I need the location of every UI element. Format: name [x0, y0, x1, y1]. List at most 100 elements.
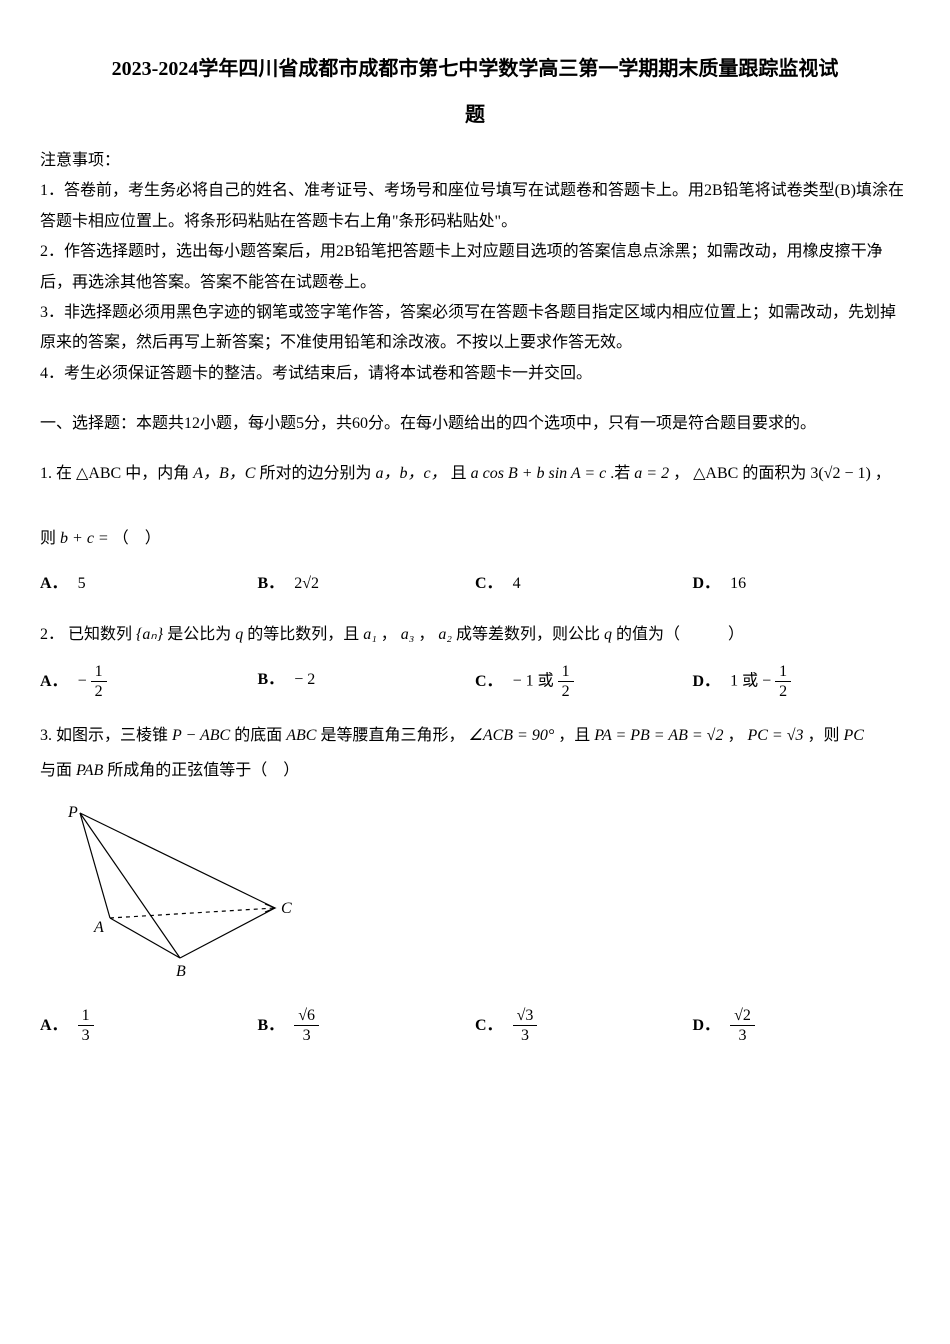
q1-opt-d-val: 16 — [730, 575, 746, 592]
q1-triangle: △ABC — [76, 465, 121, 482]
q2-a1: a₁ — [363, 626, 377, 643]
instruction-4: 4．考生必须保证答题卡的整洁。考试结束后，请将本试卷和答题卡一并交回。 — [40, 359, 910, 389]
question-1: 1. 在 △ABC 中，内角 A，B，C 所对的边分别为 a，b，c， 且 a … — [40, 456, 910, 602]
question-2: 2． 已知数列 {aₙ} 是公比为 q 的等比数列，且 a₁ ， a₃ ， a₂… — [40, 617, 910, 702]
q2-options: A． − 12 B． − 2 C． − 1 或 12 D． 1 或 − 12 — [40, 662, 910, 701]
instruction-2: 2．作答选择题时，选出每小题答案后，用2B铅笔把答题卡上对应题目选项的答案信息点… — [40, 237, 910, 298]
q3-pabc: P − ABC — [172, 727, 230, 744]
q1-eq3: b + c = — [60, 530, 109, 547]
option-label-a: A． — [40, 575, 68, 592]
q1-option-c: C． 4 — [475, 566, 693, 601]
q2-option-c: C． − 1 或 12 — [475, 662, 693, 701]
q3-c-num: √3 — [513, 1006, 538, 1026]
q1-mid1: 中，内角 — [125, 465, 189, 482]
q1-mid6: 的面积为 — [742, 465, 806, 482]
q1-prefix: 1. 在 — [40, 465, 72, 482]
q1-eq1: a cos B + b sin A = c — [471, 465, 607, 482]
q2-mid3: 成等差数列，则公比 — [456, 626, 604, 643]
q2-mid1: 是公比为 — [167, 626, 235, 643]
q3-mid5: ，则 — [807, 727, 839, 744]
q3-d-num: √2 — [730, 1006, 755, 1026]
q3-mid2: 是等腰直角三角形， — [320, 727, 464, 744]
q1-opt-c-val: 4 — [513, 575, 521, 592]
q3-a-num: 1 — [78, 1006, 94, 1026]
q2-c-pre: − 1 或 — [513, 673, 558, 690]
q3-angle: ∠ACB = 90° — [468, 727, 554, 744]
q3-option-a: A． 13 — [40, 1006, 258, 1045]
q3-b-den: 3 — [294, 1026, 319, 1045]
option-label-a: A． — [40, 1017, 68, 1034]
option-label-c: C． — [475, 1017, 503, 1034]
q3-a-den: 3 — [78, 1026, 94, 1045]
q3-eq1: PA = PB = AB = √2 — [594, 727, 723, 744]
q1-opt-a-val: 5 — [78, 575, 86, 592]
q1-line2-prefix: 则 — [40, 530, 56, 547]
option-label-d: D． — [693, 575, 721, 592]
option-label-d: D． — [693, 673, 721, 690]
q3-mid4: ， — [727, 727, 743, 744]
q1-text: 1. 在 △ABC 中，内角 A，B，C 所对的边分别为 a，b，c， 且 a … — [40, 465, 891, 482]
q1-mid4: .若 — [610, 465, 630, 482]
question-3: 3. 如图示，三棱锥 P − ABC 的底面 ABC 是等腰直角三角形， ∠AC… — [40, 718, 910, 1046]
option-label-c: C． — [475, 575, 503, 592]
q2-a-den: 2 — [91, 682, 107, 701]
q2-seq: {aₙ} — [136, 626, 163, 643]
q3-option-c: C． √33 — [475, 1006, 693, 1045]
section-1-heading: 一、选择题：本题共12小题，每小题5分，共60分。在每小题给出的四个选项中，只有… — [40, 409, 910, 439]
q2-a2: a₂ — [438, 626, 452, 643]
svg-text:B: B — [176, 963, 186, 980]
q1-mid3: 且 — [451, 465, 467, 482]
q1-sides: a，b，c， — [375, 465, 446, 482]
q3-mid3: ，且 — [558, 727, 590, 744]
option-label-d: D． — [693, 1017, 721, 1034]
q2-c-den: 2 — [558, 682, 574, 701]
q2-prefix: 2． 已知数列 — [40, 626, 136, 643]
q3-c-den: 3 — [513, 1026, 538, 1045]
q3-prefix: 3. 如图示，三棱锥 — [40, 727, 168, 744]
q2-option-a: A． − 12 — [40, 662, 258, 701]
q3-option-d: D． √23 — [693, 1006, 911, 1045]
q2-option-b: B． − 2 — [258, 662, 476, 701]
q3-pc: PC — [844, 727, 864, 744]
tetrahedron-svg: PABC — [60, 798, 300, 983]
q1-eq2: a = 2 — [634, 465, 669, 482]
q2-d-den: 2 — [775, 682, 791, 701]
q3-mid1: 的底面 — [234, 727, 282, 744]
q2-c1: ， — [381, 626, 401, 643]
q1-options: A． 5 B． 2√2 C． 4 D． 16 — [40, 566, 910, 601]
option-label-b: B． — [258, 671, 285, 688]
exam-title-line2: 题 — [40, 96, 910, 134]
svg-text:A: A — [93, 919, 104, 936]
q3-option-b: B． √63 — [258, 1006, 476, 1045]
q2-d-pre: 1 或 — [730, 673, 762, 690]
option-label-a: A． — [40, 673, 68, 690]
q1-mid7: ， — [875, 465, 891, 482]
q3-abc: ABC — [286, 727, 316, 744]
q2-suffix: 的值为（ ） — [616, 626, 744, 643]
q3-pab: PAB — [76, 762, 103, 779]
exam-title-line1: 2023-2024学年四川省成都市成都市第七中学数学高三第一学期期末质量跟踪监视… — [40, 50, 910, 88]
q2-mid2: 的等比数列，且 — [247, 626, 363, 643]
q2-q: q — [235, 626, 243, 643]
q1-mid5: ， — [673, 465, 689, 482]
option-label-b: B． — [258, 575, 285, 592]
option-label-b: B． — [258, 1017, 285, 1034]
q1-option-d: D． 16 — [693, 566, 911, 601]
q2-c-num: 1 — [558, 662, 574, 682]
q2-c2: ， — [418, 626, 438, 643]
q3-line2-suffix: 所成角的正弦值等于（ ） — [107, 762, 299, 779]
q3-options: A． 13 B． √63 C． √33 D． √23 — [40, 1006, 910, 1045]
q2-a-num: 1 — [91, 662, 107, 682]
q1-mid2: 所对的边分别为 — [259, 465, 371, 482]
q1-angles: A，B，C — [193, 465, 255, 482]
q1-line2-suffix: （ ） — [113, 530, 161, 547]
q1-option-b: B． 2√2 — [258, 566, 476, 601]
q2-a-neg: − — [78, 673, 87, 690]
instruction-1: 1．答卷前，考生务必将自己的姓名、准考证号、考场号和座位号填写在试题卷和答题卡上… — [40, 176, 910, 237]
q2-option-d: D． 1 或 − 12 — [693, 662, 911, 701]
q3-line2: 与面 — [40, 762, 72, 779]
q3-b-num: √6 — [294, 1006, 319, 1026]
instruction-3: 3．非选择题必须用黑色字迹的钢笔或签字笔作答，答案必须写在答题卡各题目指定区域内… — [40, 298, 910, 359]
q2-d-num: 1 — [775, 662, 791, 682]
q2-q2: q — [604, 626, 612, 643]
